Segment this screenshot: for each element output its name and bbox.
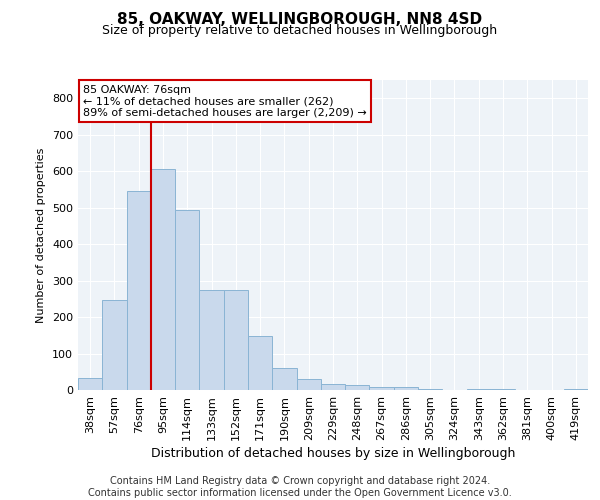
Bar	[272, 368, 296, 390]
Bar	[248, 336, 272, 390]
Text: Size of property relative to detached houses in Wellingborough: Size of property relative to detached ho…	[103, 24, 497, 37]
Bar	[394, 387, 418, 390]
Text: 85, OAKWAY, WELLINGBOROUGH, NN8 4SD: 85, OAKWAY, WELLINGBOROUGH, NN8 4SD	[118, 12, 482, 28]
Bar	[296, 379, 321, 390]
Bar	[491, 389, 515, 390]
Bar	[127, 190, 151, 390]
Text: 85 OAKWAY: 76sqm
← 11% of detached houses are smaller (262)
89% of semi-detached: 85 OAKWAY: 76sqm ← 11% of detached house…	[83, 84, 367, 118]
Bar	[467, 388, 491, 390]
Bar	[78, 378, 102, 390]
Bar	[151, 170, 175, 390]
Text: Distribution of detached houses by size in Wellingborough: Distribution of detached houses by size …	[151, 448, 515, 460]
Bar	[224, 290, 248, 390]
Bar	[175, 210, 199, 390]
Text: Contains HM Land Registry data © Crown copyright and database right 2024.
Contai: Contains HM Land Registry data © Crown c…	[88, 476, 512, 498]
Y-axis label: Number of detached properties: Number of detached properties	[37, 148, 46, 322]
Bar	[102, 300, 127, 390]
Bar	[370, 386, 394, 390]
Bar	[199, 290, 224, 390]
Bar	[345, 386, 370, 390]
Bar	[321, 384, 345, 390]
